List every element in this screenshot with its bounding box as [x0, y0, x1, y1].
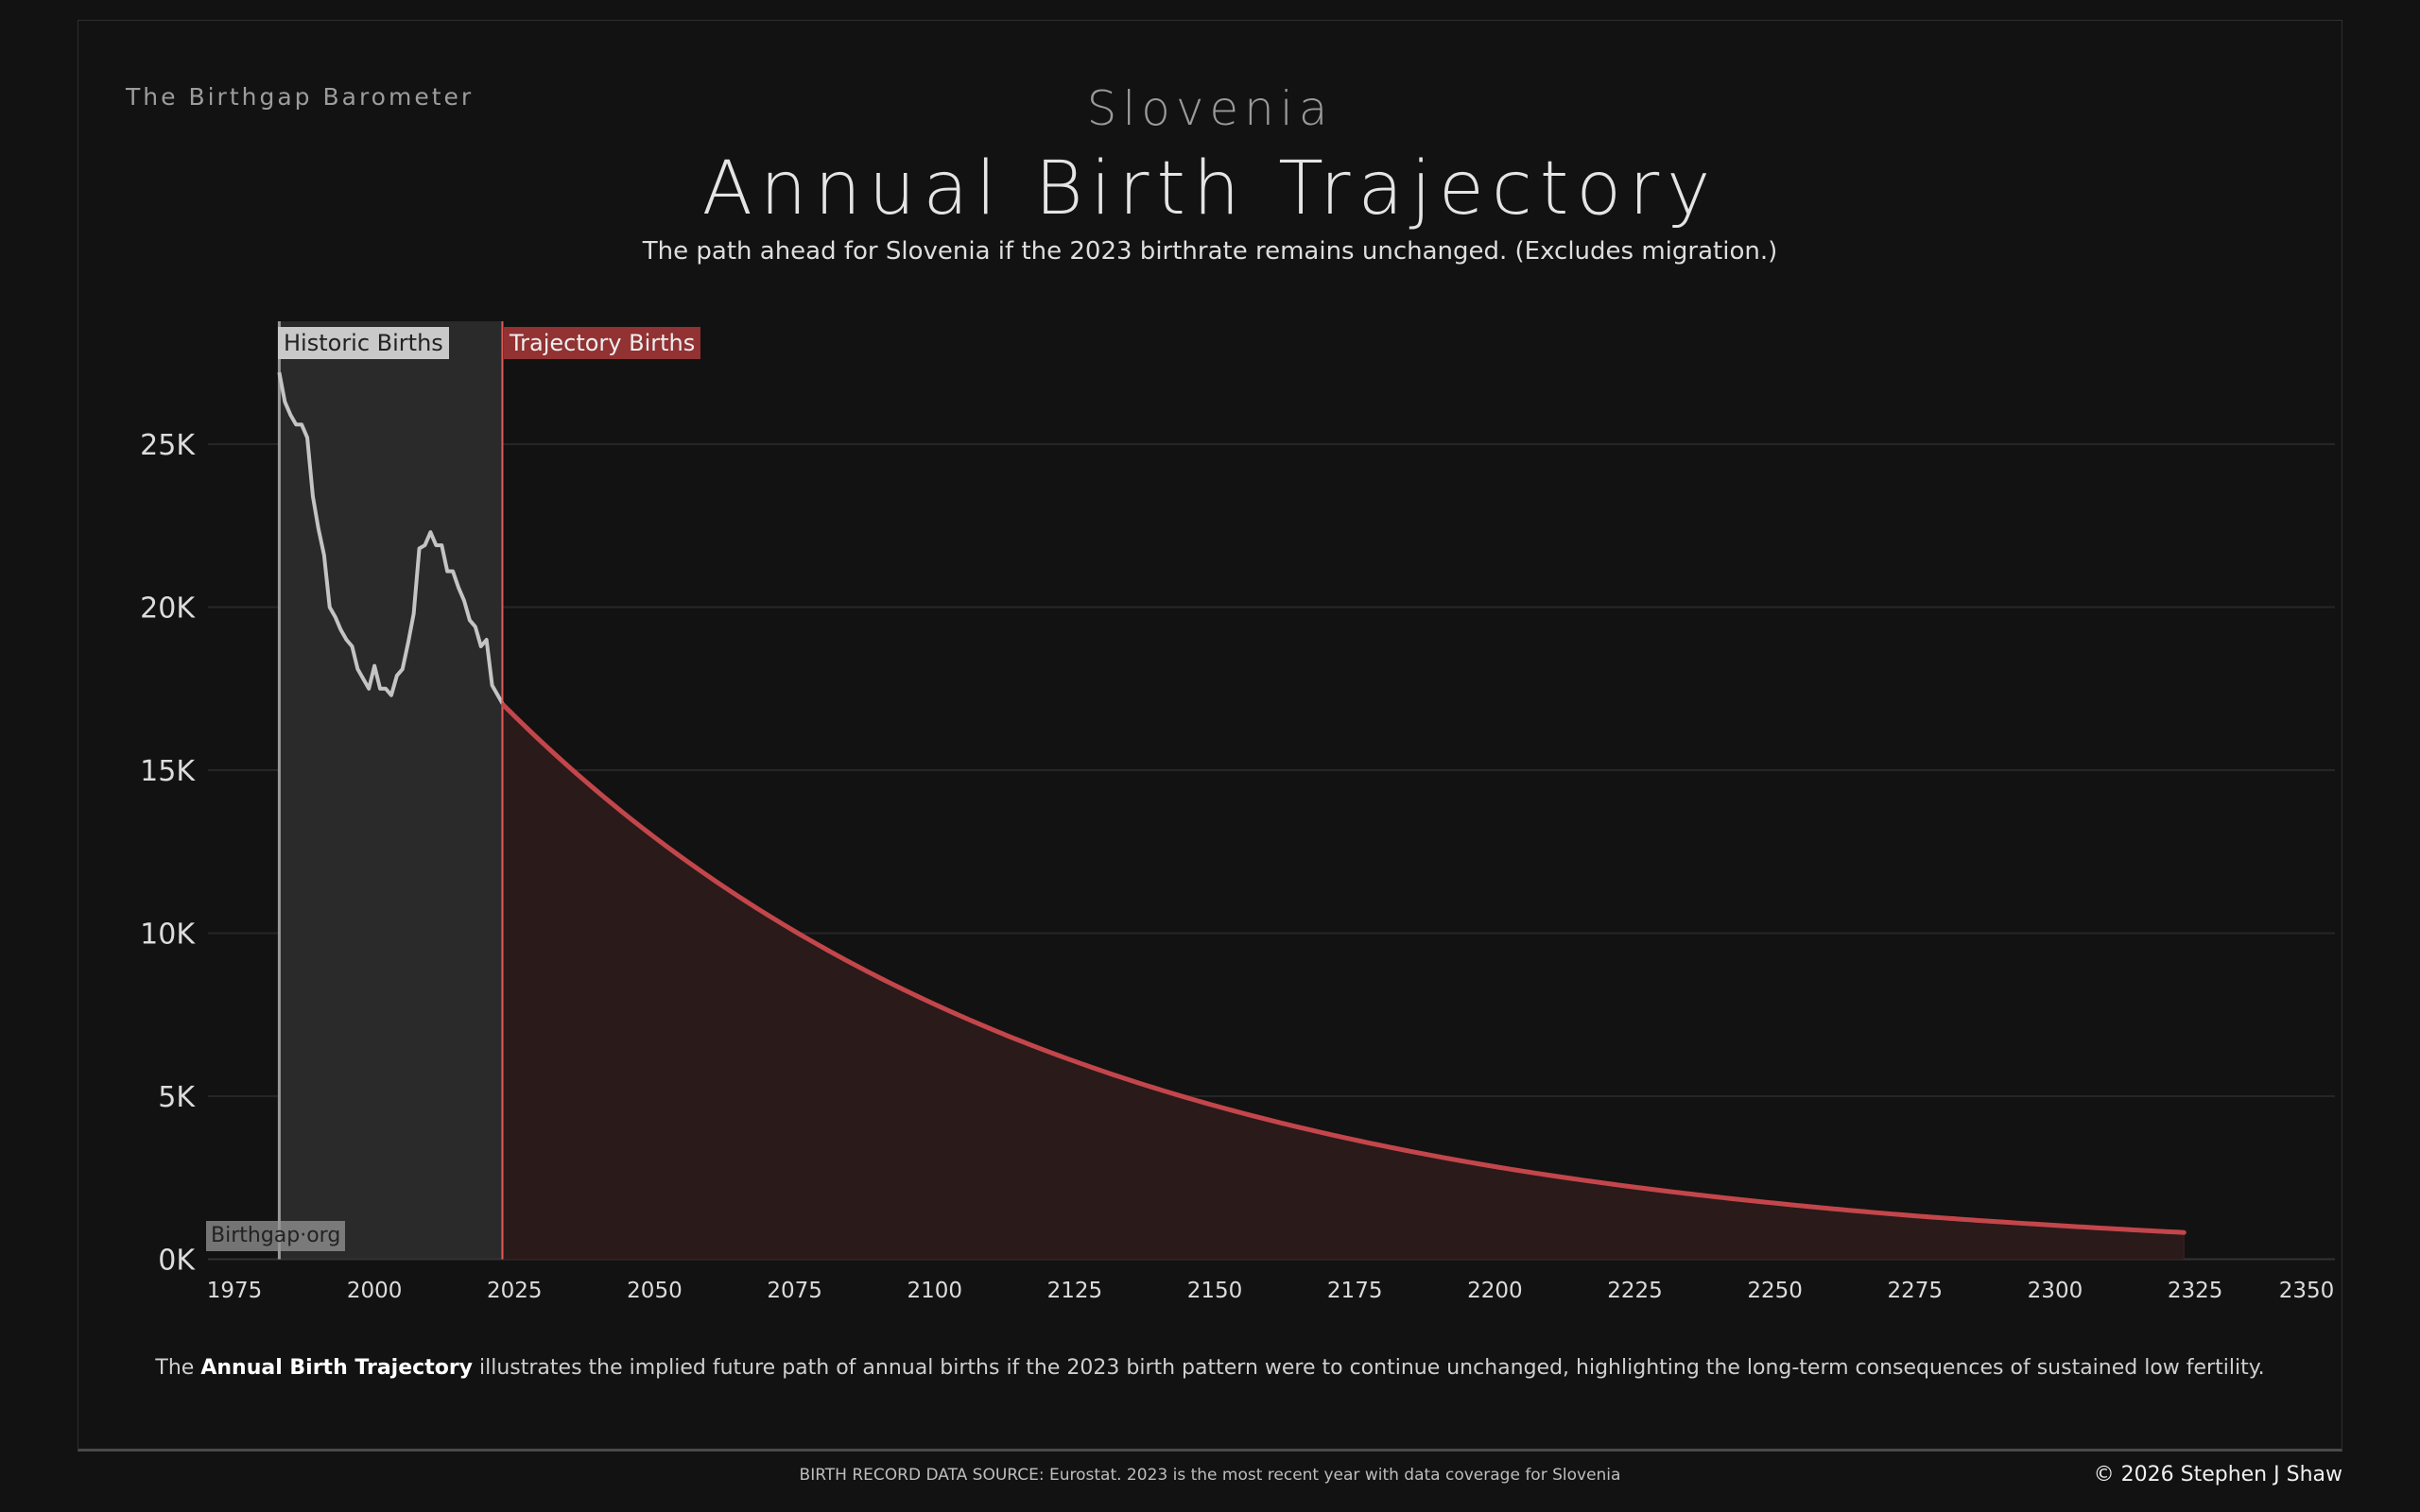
x-tick-label: 2350: [2279, 1279, 2335, 1303]
trajectory-births-label: Trajectory Births: [504, 327, 701, 359]
x-tick-label: 2025: [487, 1279, 543, 1303]
x-tick-label: 1975: [207, 1279, 263, 1303]
x-tick-label: 2300: [2028, 1279, 2083, 1303]
x-tick-label: 2275: [1888, 1279, 1944, 1303]
x-tick-label: 2100: [907, 1279, 962, 1303]
x-tick-label: 2000: [347, 1279, 403, 1303]
data-source: BIRTH RECORD DATA SOURCE: Eurostat. 2023…: [799, 1466, 1621, 1485]
x-tick-label: 2075: [767, 1279, 822, 1303]
birthgap-watermark: Birthgap·org: [206, 1221, 346, 1251]
y-tick-label: 25K: [140, 429, 196, 462]
x-tick-label: 2225: [1607, 1279, 1663, 1303]
historic-births-line: [277, 371, 506, 706]
dashboard-frame: [78, 20, 2342, 1452]
footnote-bold: Annual Birth Trajectory: [200, 1356, 474, 1380]
y-tick-label: 5K: [158, 1081, 196, 1114]
chart-subtitle: The path ahead for Slovenia if the 2023 …: [642, 237, 1778, 266]
brand-title: The Birthgap Barometer: [126, 83, 475, 111]
footnote-rest: illustrates the implied future path of a…: [473, 1356, 2265, 1380]
historic-births-label: Historic Births: [278, 327, 449, 359]
x-tick-label: 2250: [1747, 1279, 1803, 1303]
trajectory-births-line: [500, 702, 2187, 1235]
copyright: © 2026 Stephen J Shaw: [2093, 1463, 2342, 1486]
y-tick-label: 10K: [140, 919, 196, 952]
x-tick-label: 2150: [1187, 1279, 1243, 1303]
historic-area: [279, 321, 504, 1260]
x-tick-label: 2200: [1467, 1279, 1523, 1303]
y-tick-label: 15K: [140, 755, 196, 788]
footnote: The Annual Birth Trajectory illustrates …: [0, 1356, 2420, 1380]
x-tick-label: 2125: [1047, 1279, 1103, 1303]
x-tick-label: 2175: [1327, 1279, 1383, 1303]
x-tick-label: 2050: [627, 1279, 683, 1303]
footnote-prefix: The: [155, 1356, 201, 1380]
y-tick-label: 0K: [158, 1245, 196, 1278]
trajectory-area: [502, 703, 2185, 1260]
country-name: Slovenia: [1086, 81, 1334, 136]
y-tick-label: 20K: [140, 593, 196, 626]
chart-title: Annual Birth Trajectory: [701, 146, 1719, 232]
x-tick-label: 2325: [2168, 1279, 2223, 1303]
